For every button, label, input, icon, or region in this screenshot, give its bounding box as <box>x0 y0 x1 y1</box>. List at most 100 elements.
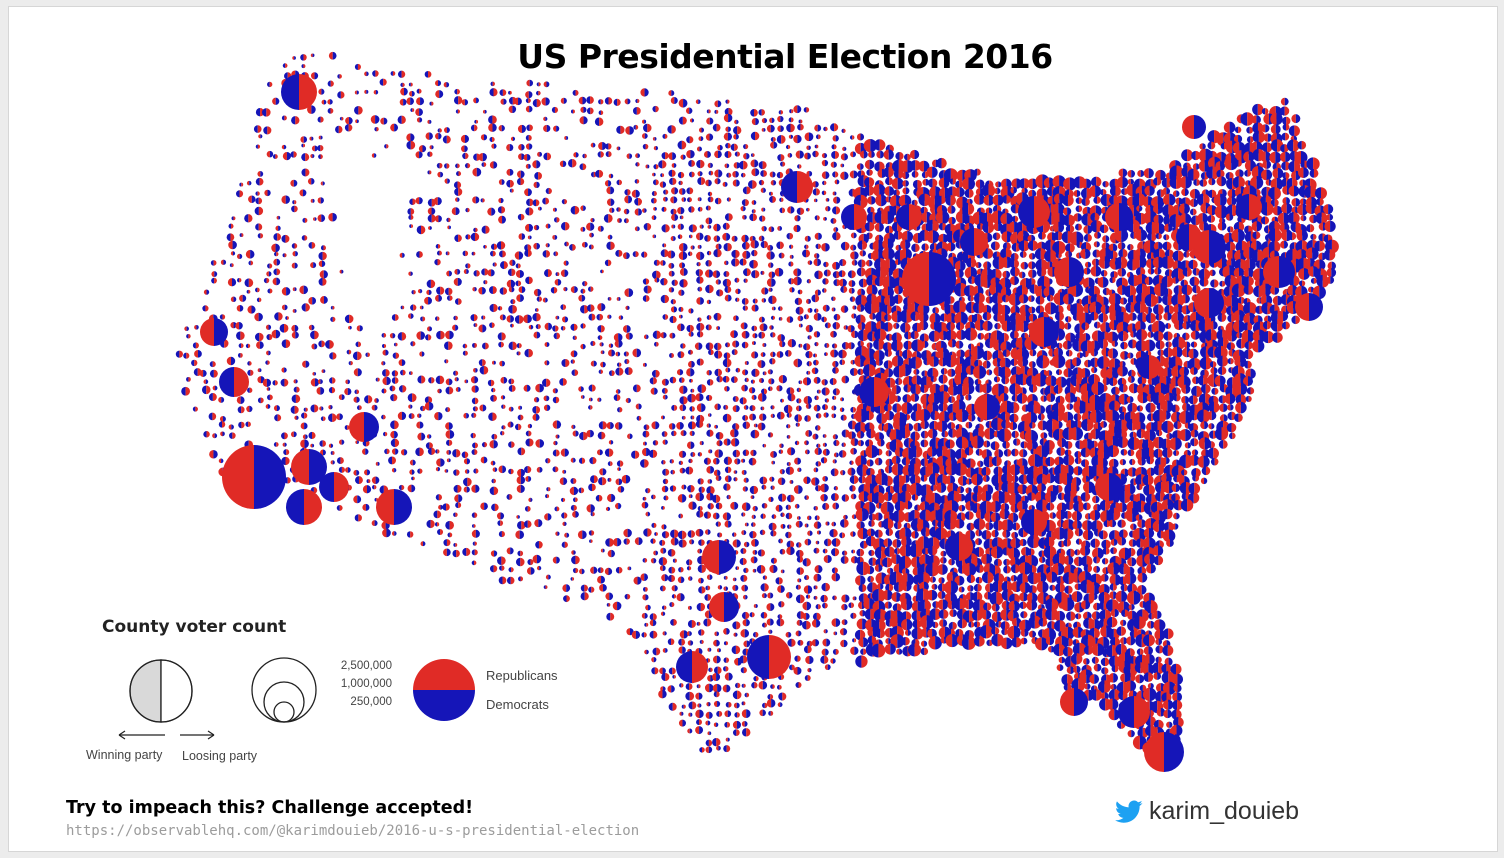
county-bubble <box>651 494 656 500</box>
county-bubble <box>436 162 443 169</box>
county-bubble <box>832 261 840 270</box>
county-bubble <box>678 116 687 125</box>
county-bubble <box>983 194 995 206</box>
county-bubble <box>339 116 344 121</box>
county-bubble <box>299 189 307 197</box>
county-bubble <box>832 388 840 396</box>
county-bubble <box>508 468 514 475</box>
county-bubble <box>967 295 974 302</box>
county-bubble <box>794 414 803 422</box>
county-bubble <box>645 164 650 169</box>
county-bubble <box>245 249 255 259</box>
county-bubble <box>1001 419 1011 430</box>
county-bubble <box>677 494 687 503</box>
county-bubble <box>778 692 787 701</box>
county-bubble <box>695 393 704 402</box>
county-bubble <box>1118 248 1128 259</box>
county-bubble <box>480 502 488 511</box>
county-bubble <box>202 305 209 312</box>
county-bubble <box>676 593 685 602</box>
county-bubble <box>572 335 577 340</box>
county-bubble <box>1143 646 1153 656</box>
county-bubble <box>893 169 904 179</box>
county-bubble <box>991 529 999 538</box>
county-bubble <box>805 350 813 359</box>
county-bubble <box>464 469 470 474</box>
county-bubble <box>661 460 666 465</box>
county-bubble <box>768 629 773 634</box>
county-bubble <box>615 478 623 486</box>
county-bubble <box>816 530 821 535</box>
county-bubble <box>194 324 199 330</box>
county-bubble <box>824 398 830 403</box>
county-bubble <box>676 369 684 376</box>
footer-url[interactable]: https://observablehq.com/@karimdouieb/20… <box>66 823 640 839</box>
county-bubble <box>903 413 911 421</box>
county-bubble <box>238 421 245 429</box>
county-bubble <box>625 397 631 404</box>
county-bubble <box>1133 255 1147 269</box>
county-bubble <box>797 164 802 169</box>
county-bubble <box>732 532 737 537</box>
county-bubble <box>689 378 693 383</box>
county-bubble <box>786 424 791 429</box>
county-bubble <box>825 206 831 212</box>
county-bubble <box>248 260 254 266</box>
county-bubble <box>670 537 679 546</box>
county-bubble <box>589 232 594 238</box>
county-bubble <box>977 460 984 468</box>
county-bubble <box>776 171 784 179</box>
county-bubble <box>262 108 271 117</box>
county-bubble <box>716 710 723 717</box>
county-bubble <box>344 124 353 132</box>
county-bubble <box>783 404 793 414</box>
county-bubble <box>453 484 462 493</box>
county-bubble <box>732 690 742 700</box>
county-bubble <box>777 702 783 708</box>
county-bubble <box>487 207 496 216</box>
county-bubble <box>910 445 923 458</box>
county-bubble <box>833 486 839 491</box>
county-bubble <box>851 313 857 319</box>
county-bubble <box>847 467 856 476</box>
county-bubble <box>364 89 369 94</box>
county-bubble <box>1055 421 1063 429</box>
county-bubble <box>389 385 396 392</box>
county-bubble <box>517 447 526 456</box>
county-bubble <box>759 529 766 536</box>
county-bubble <box>770 180 777 186</box>
county-bubble <box>1252 231 1261 240</box>
county-bubble <box>706 315 712 320</box>
county-bubble <box>452 324 459 331</box>
county-bubble <box>787 339 797 348</box>
county-bubble <box>1089 185 1102 198</box>
county-bubble <box>501 425 506 430</box>
county-bubble <box>489 136 495 143</box>
county-bubble <box>849 170 858 179</box>
county-bubble <box>580 592 589 601</box>
county-bubble <box>787 638 796 647</box>
county-bubble <box>344 314 354 324</box>
county-bubble <box>273 268 281 276</box>
county-bubble <box>927 428 938 439</box>
county-bubble <box>391 377 399 384</box>
county-bubble <box>1116 626 1127 636</box>
county-bubble <box>292 308 297 313</box>
county-bubble <box>831 144 837 150</box>
county-bubble <box>725 342 731 348</box>
county-bubble <box>1093 663 1102 672</box>
county-bubble <box>875 358 883 366</box>
county-bubble <box>884 313 892 322</box>
county-bubble <box>616 362 622 367</box>
county-bubble <box>667 685 675 693</box>
county-bubble <box>932 307 940 314</box>
county-bubble <box>902 394 912 404</box>
county-bubble <box>1211 387 1219 395</box>
county-bubble <box>920 439 929 448</box>
county-bubble <box>732 584 739 591</box>
county-bubble <box>974 394 1000 420</box>
county-bubble <box>725 99 730 104</box>
author-handle[interactable]: karim_douieb <box>1115 797 1299 826</box>
county-bubble <box>274 414 282 422</box>
county-bubble <box>789 254 794 259</box>
